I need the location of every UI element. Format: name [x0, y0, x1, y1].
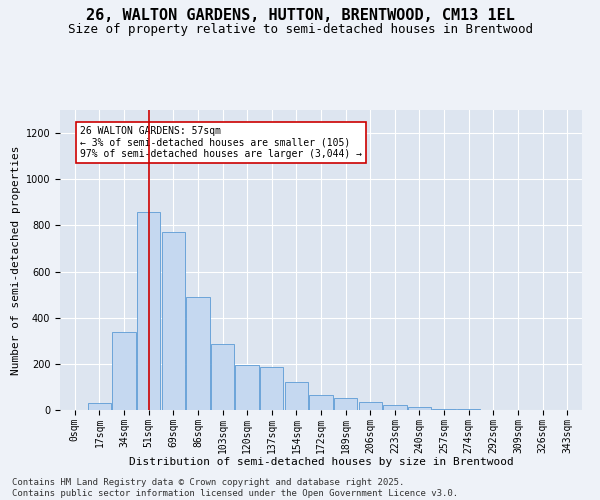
Bar [112, 332, 136, 410]
Bar [284, 382, 308, 410]
Bar [260, 368, 283, 410]
Text: 26, WALTON GARDENS, HUTTON, BRENTWOOD, CM13 1EL: 26, WALTON GARDENS, HUTTON, BRENTWOOD, C… [86, 8, 514, 22]
Bar [334, 398, 358, 410]
Y-axis label: Number of semi-detached properties: Number of semi-detached properties [11, 145, 22, 375]
Bar [235, 365, 259, 410]
Bar [433, 409, 456, 410]
Text: 26 WALTON GARDENS: 57sqm
← 3% of semi-detached houses are smaller (105)
97% of s: 26 WALTON GARDENS: 57sqm ← 3% of semi-de… [80, 126, 362, 160]
Bar [137, 212, 160, 410]
Bar [211, 344, 234, 410]
Bar [383, 406, 407, 410]
Bar [359, 402, 382, 410]
Bar [310, 395, 332, 410]
Text: Contains HM Land Registry data © Crown copyright and database right 2025.
Contai: Contains HM Land Registry data © Crown c… [12, 478, 458, 498]
Bar [161, 232, 185, 410]
Bar [88, 403, 111, 410]
Bar [408, 406, 431, 410]
X-axis label: Distribution of semi-detached houses by size in Brentwood: Distribution of semi-detached houses by … [128, 457, 514, 467]
Text: Size of property relative to semi-detached houses in Brentwood: Size of property relative to semi-detach… [67, 22, 533, 36]
Bar [186, 297, 209, 410]
